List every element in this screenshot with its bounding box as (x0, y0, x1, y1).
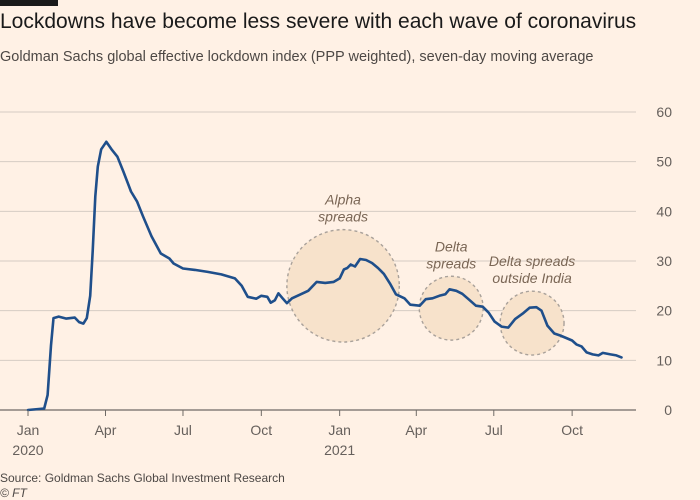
annotation-label: Delta spreads (489, 253, 575, 269)
x-tick-year-label: 2021 (324, 442, 355, 458)
y-tick-label: 0 (664, 402, 672, 418)
y-tick-label: 40 (656, 203, 672, 219)
annotation-circle (286, 228, 400, 343)
annotation-circle (499, 290, 565, 356)
x-tick-label: Jul (174, 422, 192, 438)
chart-title: Lockdowns have become less severe with e… (0, 10, 637, 33)
y-tick-label: 50 (656, 154, 672, 170)
chart-subtitle: Goldman Sachs global effective lockdown … (0, 49, 594, 65)
annotation-label: Delta (435, 238, 468, 254)
annotation-label: spreads (426, 255, 476, 271)
series-layer (26, 140, 623, 412)
x-tick-year-label: 2020 (12, 442, 43, 458)
axes: 0 10 20 30 40 50 60 Jan 2020 Apr Jul Oct Jan 2021 Apr J… (12, 104, 672, 458)
x-tick-label: Oct (250, 422, 272, 438)
annotation-circle (418, 275, 484, 341)
x-tick-label: Jan (17, 422, 40, 438)
y-tick-label: 20 (656, 303, 672, 319)
source-note: Source: Goldman Sachs Global Investment … (0, 471, 285, 485)
annotation-label: outside India (492, 270, 572, 286)
series-line (26, 140, 623, 412)
y-tick-label: 10 (656, 352, 672, 368)
x-tick-label: Jan (328, 422, 351, 438)
annotation-label: spreads (318, 209, 368, 225)
brand-bar (0, 0, 58, 6)
credit-note: © FT (0, 486, 27, 500)
x-tick-label: Apr (95, 422, 117, 438)
x-tick-label: Jul (485, 422, 503, 438)
x-tick-label: Oct (561, 422, 583, 438)
annotation-label: Alpha (324, 192, 361, 208)
gridlines (0, 111, 636, 411)
x-tick-label: Apr (405, 422, 427, 438)
y-tick-label: 30 (656, 253, 672, 269)
y-tick-label: 60 (656, 104, 672, 120)
